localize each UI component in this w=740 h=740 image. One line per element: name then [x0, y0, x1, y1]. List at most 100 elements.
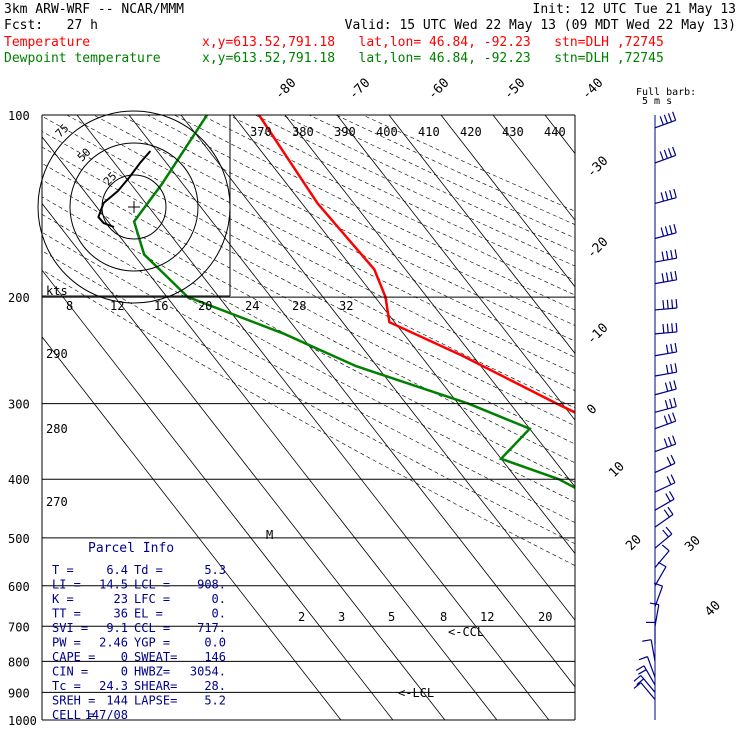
- wind-barb-flag: [662, 300, 665, 310]
- wind-barb-flag: [669, 225, 673, 235]
- isotherm-line: [440, 115, 575, 288]
- dry-adiabat: [66, 115, 575, 375]
- isotherm-label: 20: [623, 532, 645, 554]
- wind-barb-flag: [669, 381, 673, 391]
- parcel-value: 0.0: [204, 636, 226, 650]
- wind-barb-flag: [674, 363, 678, 373]
- wind-barb-flag: [662, 529, 669, 538]
- forecast-hour: Fcst: 27 h: [4, 18, 98, 33]
- temperature-location: x,y=613.52,791.18 lat,lon= 46.84, -92.23…: [202, 35, 664, 50]
- wind-barb-flag: [671, 323, 674, 333]
- dry-adiabat: [362, 115, 575, 212]
- wind-barb-shaft: [654, 388, 677, 396]
- pressure-tick-label: 1000: [8, 714, 37, 728]
- wind-barb-shaft: [654, 119, 676, 129]
- wind-barb-flag: [665, 272, 669, 282]
- parcel-label: EL =: [134, 607, 163, 621]
- isotherm-line: [42, 269, 394, 720]
- pressure-tick-label: 700: [8, 620, 30, 634]
- mixing-ratio-label-lower: 8: [440, 610, 447, 624]
- pressure-tick-label: 100: [8, 109, 30, 123]
- isotherm-line: [232, 115, 575, 555]
- parcel-label: SVI =: [52, 621, 88, 635]
- wind-barb-flag: [670, 343, 673, 353]
- wind-barb-flag: [642, 639, 652, 642]
- dewpoint-legend: Dewpoint temperature: [4, 51, 161, 66]
- parcel-label: PW =: [52, 636, 81, 650]
- plot-area: [42, 115, 740, 720]
- parcel-label: SHEAR=: [134, 679, 177, 693]
- mixing-ratio-label-lower: 3: [338, 610, 345, 624]
- wind-barb-shaft: [654, 498, 675, 511]
- parcel-value: 147/08: [85, 708, 128, 722]
- wind-barb-flag: [674, 270, 678, 280]
- wind-barb-flag: [635, 665, 645, 671]
- theta-e-label: 370: [250, 125, 272, 139]
- mixing-ratio-label: 28: [292, 299, 306, 313]
- mixing-ratio-label: 24: [245, 299, 259, 313]
- hodograph-ring-label: 50: [75, 146, 94, 165]
- wind-barb-flag: [670, 250, 673, 260]
- wind-barb-flag: [664, 382, 669, 392]
- valid-time: Valid: 15 UTC Wed 22 May 13 (09 MDT Wed …: [344, 18, 736, 33]
- isotherm-label: -60: [425, 76, 452, 103]
- mixing-ratio-label-lower: 12: [480, 610, 494, 624]
- isotherm-line: [42, 136, 498, 720]
- parcel-label: Td =: [134, 563, 163, 577]
- parcel-value: 0.: [212, 607, 226, 621]
- parcel-value: 36: [114, 607, 128, 621]
- parcel-label: SWEAT=: [134, 650, 177, 664]
- wind-barb-flag: [667, 148, 673, 158]
- mixing-ratio-label: 8: [66, 299, 73, 313]
- dewpoint-trace: [132, 115, 575, 490]
- wind-barb-shaft: [654, 462, 676, 474]
- parcel-label: YGP =: [134, 636, 170, 650]
- wind-barb-flag: [633, 682, 642, 689]
- wind-barb-flag: [665, 344, 669, 354]
- dry-adiabat: [42, 213, 575, 503]
- wind-barb-flag: [674, 249, 678, 259]
- isotherm-line: [492, 115, 575, 221]
- isotherm-line: [649, 115, 740, 720]
- parcel-label: SREH =: [52, 694, 95, 708]
- wind-barb-shaft: [654, 482, 676, 493]
- wind-barb-flag: [674, 342, 678, 353]
- parcel-value: 9.1: [106, 621, 128, 635]
- model-title: 3km ARW-WRF -- NCAR/MMM: [4, 2, 185, 17]
- theta-e-label: 420: [460, 125, 482, 139]
- wind-barb-shaft: [650, 639, 656, 662]
- isotherm-label: -80: [272, 76, 299, 103]
- pressure-tick-label: 600: [8, 580, 30, 594]
- mixing-ratio-label-lower: 20: [538, 610, 552, 624]
- pressure-tick-label: 900: [8, 686, 30, 700]
- isotherm-label: 30: [682, 533, 704, 555]
- theta-label: 270: [46, 495, 68, 509]
- parcel-value: 23: [114, 592, 128, 606]
- parcel-value: 0: [121, 665, 128, 679]
- wind-barb-flag: [672, 435, 677, 445]
- hodograph-ring-label: 75: [53, 122, 72, 141]
- isotherm-line: [701, 115, 740, 720]
- isotherm-line: [284, 115, 575, 488]
- parcel-label: LCL =: [134, 578, 170, 592]
- isotherm-line: [128, 115, 575, 688]
- mixing-ratio-label: 20: [198, 299, 212, 313]
- parcel-value: 14.5: [99, 578, 128, 592]
- parcel-label: CELL =: [52, 708, 95, 722]
- wind-barb-shaft: [646, 656, 656, 678]
- wind-barb-flag: [669, 398, 673, 408]
- temperature-trace: [257, 115, 575, 414]
- wind-barb-flag: [673, 397, 677, 407]
- wind-barb-flag: [667, 414, 673, 423]
- dry-adiabat: [42, 250, 575, 545]
- isotherm-label: -50: [501, 76, 528, 103]
- wind-barb-flag: [669, 491, 675, 500]
- wind-barb-flag: [670, 454, 676, 464]
- parcel-value: 717.: [197, 621, 226, 635]
- mixing-ratio-label: 16: [154, 299, 168, 313]
- wind-barb-flag: [665, 364, 669, 374]
- dry-adiabat: [42, 231, 575, 523]
- pressure-tick-label: 800: [8, 655, 30, 669]
- init-time: Init: 12 UTC Tue 21 May 13: [532, 2, 737, 17]
- parcel-label: T =: [52, 563, 74, 577]
